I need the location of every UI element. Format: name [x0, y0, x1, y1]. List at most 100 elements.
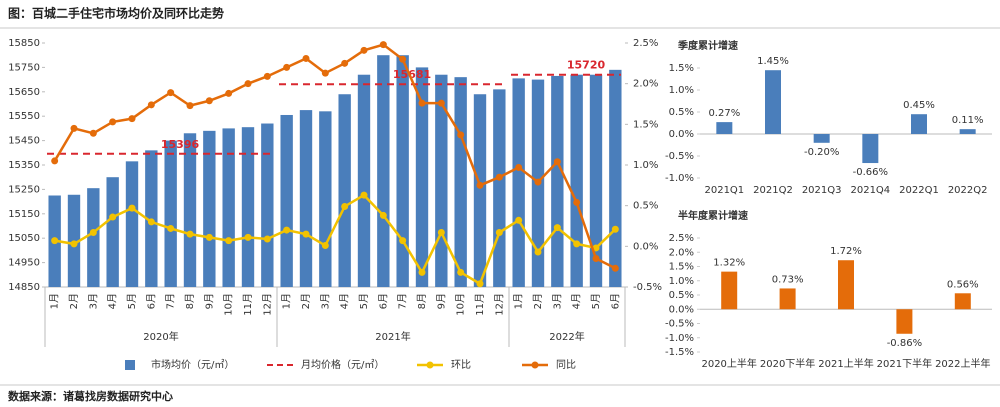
bar	[415, 67, 429, 288]
marker	[244, 233, 252, 241]
y-tick-label: 0.5%	[669, 107, 694, 118]
marker	[186, 230, 194, 238]
source: 数据来源：诸葛找房数据研究中心	[8, 389, 173, 403]
marker	[128, 115, 136, 123]
bar	[589, 74, 603, 287]
x-tick-label: 10月	[455, 293, 467, 316]
y-tick-label: 15250	[8, 184, 40, 195]
x-tick-label: 11月	[474, 293, 486, 316]
bar	[609, 69, 622, 287]
x-tick-label: 2021Q3	[802, 185, 842, 196]
x-tick-label: 2021Q1	[704, 185, 744, 196]
y-tick-label: 15850	[8, 38, 40, 49]
x-tick-label: 2021下半年	[877, 357, 932, 370]
marker	[437, 229, 445, 237]
y-tick-label: 15150	[8, 209, 40, 220]
y2-tick-label: 2.5%	[633, 38, 658, 49]
bar	[493, 89, 506, 287]
bar	[357, 74, 371, 287]
marker	[611, 225, 619, 233]
line	[54, 193, 617, 286]
bar	[765, 70, 781, 134]
x-tick-label: 2020下半年	[760, 357, 815, 370]
marker	[167, 224, 175, 232]
marker	[341, 202, 349, 210]
bar	[164, 140, 177, 287]
x-tick-label: 5月	[126, 293, 138, 309]
bar	[454, 77, 467, 287]
marker	[225, 89, 233, 97]
y-tick-label: -1.0%	[665, 333, 694, 344]
y-tick-label: 14950	[8, 258, 40, 269]
x-tick-label: 6月	[377, 293, 389, 309]
bar	[512, 78, 525, 287]
marker	[147, 218, 155, 226]
marker	[553, 224, 561, 232]
marker	[476, 280, 484, 288]
x-tick-label: 12月	[261, 293, 273, 316]
bar	[125, 161, 139, 287]
x-tick-label: 2月	[532, 293, 544, 309]
marker	[225, 237, 233, 245]
y-tick-label: -1.5%	[665, 347, 694, 358]
x-tick-label: 3月	[87, 293, 99, 309]
bar	[716, 122, 733, 134]
bar	[551, 75, 564, 287]
value-label: 0.11%	[952, 115, 984, 126]
marker	[360, 191, 368, 199]
bar	[896, 309, 913, 334]
marker	[51, 157, 59, 165]
legend-swatch	[426, 361, 434, 369]
legend-label: 同比	[556, 359, 576, 371]
bar	[183, 133, 197, 287]
x-tick-label: 7月	[397, 293, 409, 309]
x-tick-label: 10月	[223, 293, 235, 316]
marker	[495, 229, 503, 237]
marker	[379, 41, 387, 49]
line	[53, 43, 616, 270]
marker	[283, 226, 291, 234]
page-title: 图：百城二手住宅市场均价及同环比走势	[8, 6, 224, 21]
x-tick-label: 2022Q1	[899, 185, 939, 196]
x-tick-label: 8月	[184, 293, 196, 309]
marker	[89, 229, 97, 237]
x-tick-label: 5月	[590, 293, 602, 309]
bar	[911, 114, 927, 134]
value-label: -0.66%	[853, 167, 888, 178]
bar	[319, 111, 332, 287]
y2-tick-label: 0.0%	[633, 241, 658, 252]
marker	[70, 124, 78, 132]
x-tick-label: 4月	[339, 293, 351, 309]
value-label: 0.73%	[772, 274, 804, 285]
marker	[553, 158, 561, 166]
bar	[570, 74, 583, 287]
marker	[379, 211, 387, 219]
marker	[360, 46, 368, 54]
y-tick-label: 0.0%	[669, 304, 694, 315]
marker	[89, 129, 97, 137]
marker	[302, 230, 310, 238]
value-label: 1.45%	[757, 56, 789, 67]
bar	[338, 94, 351, 288]
bar	[241, 127, 255, 288]
x-tick-label: 6月	[609, 293, 621, 309]
bar	[261, 123, 274, 288]
bar	[87, 188, 100, 287]
value-label: 0.45%	[903, 100, 935, 111]
average-label: 15396	[161, 138, 200, 151]
marker	[128, 204, 136, 212]
bar	[779, 288, 796, 310]
y-tick-label: 15650	[8, 87, 40, 98]
legend-swatch	[531, 361, 539, 369]
x-tick-label: 2月	[300, 293, 312, 309]
bar	[203, 130, 216, 287]
marker	[534, 178, 542, 186]
y2-tick-label: -0.5%	[633, 282, 662, 293]
y-tick-label: 15350	[8, 160, 40, 171]
x-tick-label: 8月	[416, 293, 428, 309]
value-label: -0.20%	[804, 147, 839, 158]
marker	[611, 264, 619, 272]
y-tick-label: 2.5%	[669, 233, 694, 244]
bar	[280, 114, 293, 287]
